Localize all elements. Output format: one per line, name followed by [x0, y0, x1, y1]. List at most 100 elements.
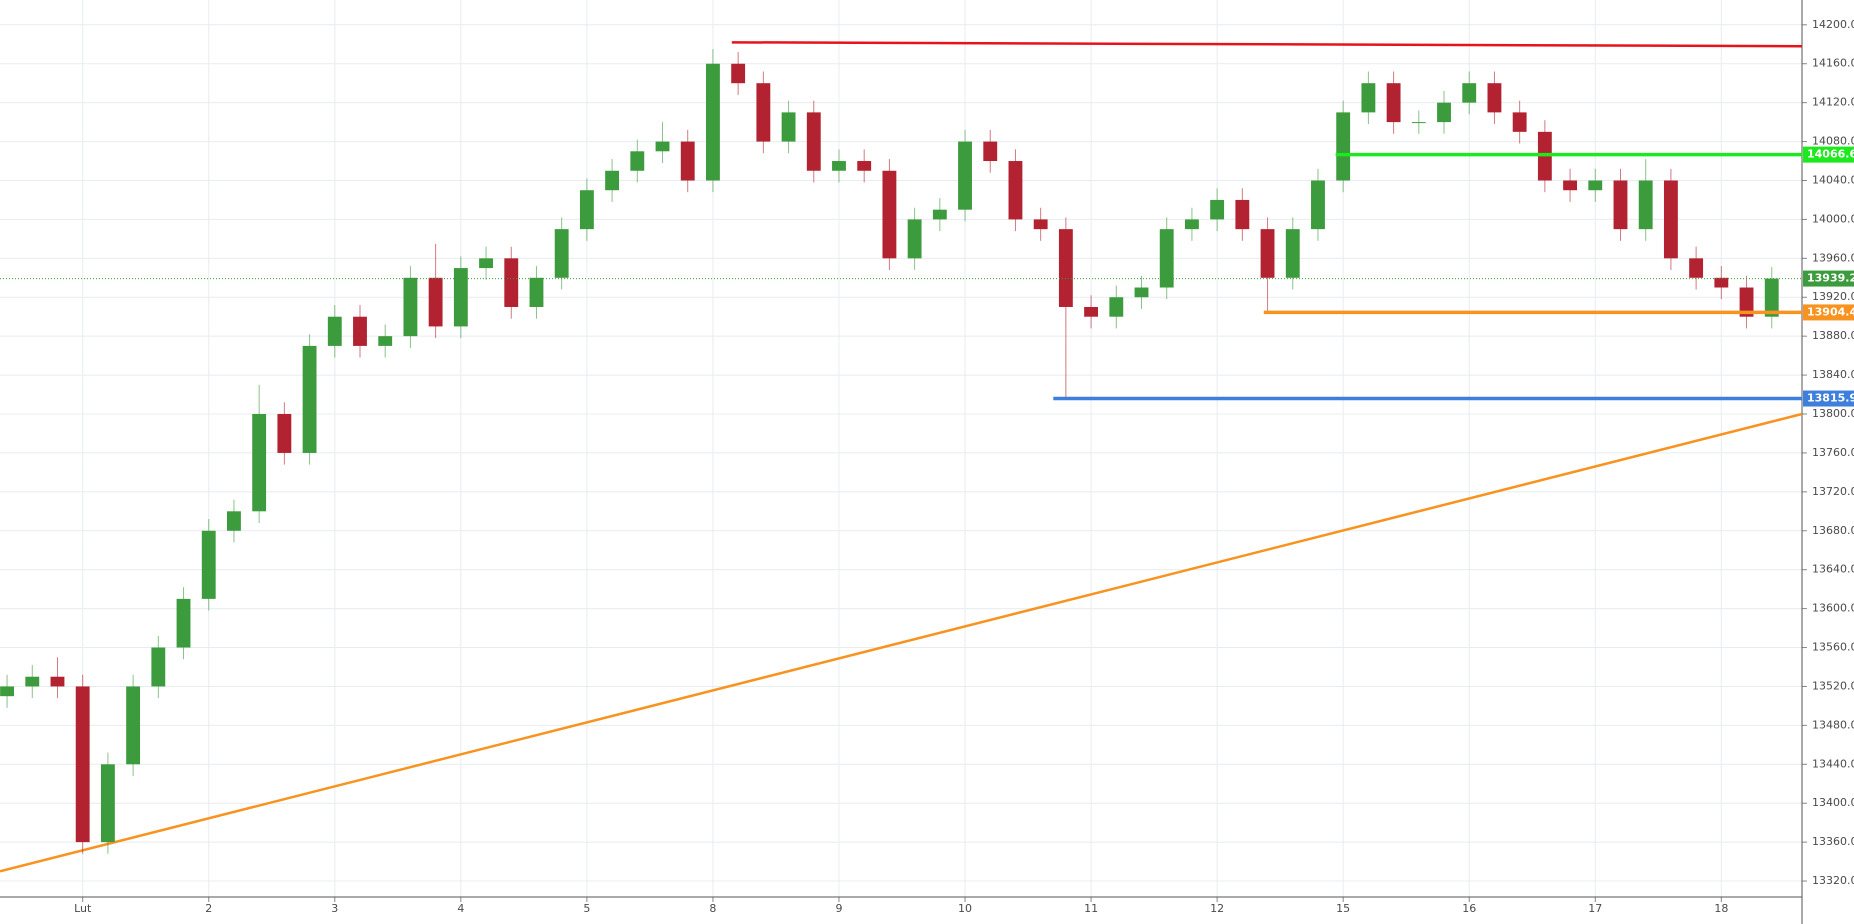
candle-body	[1109, 297, 1124, 317]
candle-body	[403, 277, 418, 337]
y-tick-label: 13400.0	[1812, 796, 1854, 809]
y-tick-label: 14160.0	[1812, 57, 1854, 70]
candle-body	[1764, 278, 1779, 317]
candle-body	[630, 151, 645, 171]
last-price-box	[1803, 270, 1854, 287]
candle-body	[504, 258, 519, 307]
level-box	[1803, 390, 1854, 407]
candle-body	[680, 141, 695, 181]
candle-body	[353, 316, 367, 346]
candle-body	[1336, 112, 1351, 181]
level-label: 13904.4	[1807, 305, 1854, 318]
candle-body	[1563, 180, 1578, 191]
candle-body	[983, 141, 998, 162]
y-tick-label: 13760.0	[1812, 446, 1854, 459]
candle-body	[126, 686, 141, 765]
candle-body	[1134, 287, 1149, 298]
candle-body	[1613, 180, 1628, 230]
y-tick-label: 13680.0	[1812, 524, 1854, 537]
x-tick-label: 18	[1714, 902, 1728, 915]
candle-body	[0, 686, 14, 697]
candle-body	[1008, 161, 1023, 220]
x-tick-label: Lut	[74, 902, 92, 915]
candle-body	[731, 63, 746, 84]
level-box	[1803, 146, 1854, 163]
y-tick-label: 13920.0	[1812, 290, 1854, 303]
candle-body	[857, 161, 872, 171]
x-tick-label: 15	[1336, 902, 1350, 915]
candle-body	[706, 63, 720, 181]
x-tick-label: 17	[1588, 902, 1602, 915]
y-tick-label: 13480.0	[1812, 718, 1854, 731]
y-tick-label: 13320.0	[1812, 874, 1854, 887]
x-tick-label: 11	[1084, 902, 1098, 915]
y-tick-label: 13560.0	[1812, 641, 1854, 654]
candle-body	[1260, 229, 1275, 278]
candle-body	[1411, 122, 1426, 124]
level-label: 13815.9	[1807, 392, 1854, 405]
candle-body	[75, 686, 90, 843]
candle-body	[907, 219, 922, 259]
candle-body	[100, 764, 115, 843]
candle-body	[1033, 219, 1048, 230]
y-tick-label: 13440.0	[1812, 757, 1854, 770]
candle-body	[378, 336, 393, 346]
last-price-label: 13939.2	[1807, 272, 1854, 285]
x-tick-label: 16	[1462, 902, 1476, 915]
candle-body	[25, 676, 40, 687]
trend-line	[731, 41, 1803, 48]
candle-body	[932, 209, 947, 220]
x-tick-label: 3	[331, 902, 338, 915]
y-tick-label: 13800.0	[1812, 407, 1854, 420]
candle-body	[201, 530, 216, 599]
candle-body	[277, 414, 292, 453]
candle-body	[453, 268, 468, 327]
candle-body	[1210, 199, 1225, 220]
y-tick-label: 13360.0	[1812, 835, 1854, 848]
candle-body	[1437, 102, 1451, 123]
candle-body	[1361, 83, 1376, 113]
candle-body	[428, 277, 443, 327]
candle-body	[1663, 180, 1678, 259]
x-tick-label: 8	[709, 902, 716, 915]
y-tick-label: 14120.0	[1812, 96, 1854, 109]
y-tick-label: 13840.0	[1812, 368, 1854, 381]
level-label: 14066.6	[1807, 148, 1854, 161]
candle-body	[151, 647, 166, 687]
candle-body	[1285, 229, 1300, 278]
candle-body	[1235, 199, 1250, 230]
y-tick-label: 13960.0	[1812, 251, 1854, 264]
candle-body	[227, 511, 241, 531]
y-tick-label: 13520.0	[1812, 679, 1854, 692]
candle-body	[1739, 287, 1754, 317]
candle-body	[302, 345, 317, 453]
candle-body	[1084, 306, 1099, 317]
y-tick-label: 13640.0	[1812, 563, 1854, 576]
candle-body	[529, 277, 544, 307]
candle-body	[554, 229, 569, 278]
candle-body	[806, 112, 821, 171]
candle-body	[1588, 180, 1603, 191]
candle-body	[176, 598, 191, 648]
y-tick-label: 14200.0	[1812, 18, 1854, 31]
candle-body	[1638, 180, 1653, 230]
x-tick-label: 12	[1210, 902, 1224, 915]
candle-body	[1184, 219, 1199, 230]
candle-body	[1462, 83, 1477, 103]
candle-body	[832, 161, 846, 171]
candle-body	[1714, 277, 1729, 288]
candle-body	[882, 170, 897, 259]
x-tick-label: 10	[958, 902, 972, 915]
candle-body	[605, 170, 620, 191]
trend-line	[0, 412, 1803, 873]
candle-body	[579, 190, 594, 230]
candle-body	[1689, 258, 1704, 278]
candle-body	[479, 258, 493, 269]
y-tick-label: 13600.0	[1812, 602, 1854, 615]
y-tick-label: 14000.0	[1812, 212, 1854, 225]
y-tick-label: 14040.0	[1812, 173, 1854, 186]
candle-body	[958, 141, 972, 210]
candle-body	[756, 83, 771, 142]
candle-body	[1512, 112, 1527, 132]
